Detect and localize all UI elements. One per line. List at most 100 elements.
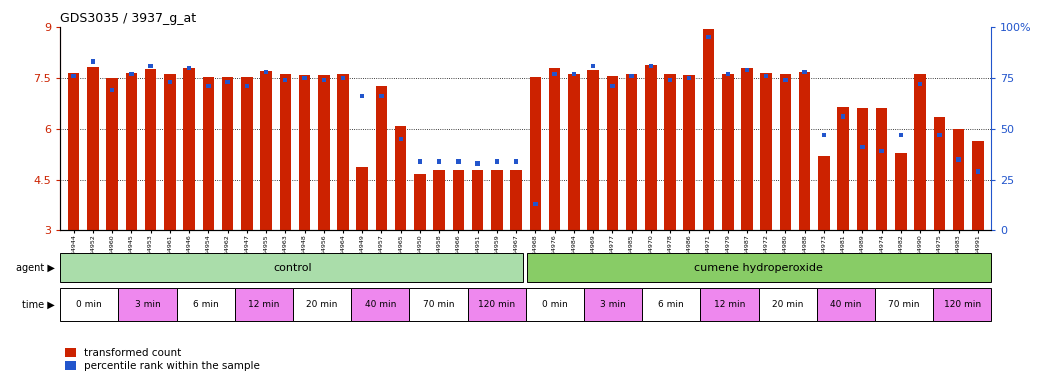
Bar <box>937 133 941 137</box>
Bar <box>972 141 984 230</box>
Bar <box>784 78 788 82</box>
Bar <box>457 159 461 164</box>
Bar <box>591 63 595 68</box>
Text: 0 min: 0 min <box>542 300 568 309</box>
Bar <box>472 170 484 230</box>
Bar <box>261 71 272 230</box>
Bar <box>703 29 714 230</box>
Bar <box>534 202 538 206</box>
Bar <box>525 288 584 321</box>
Bar <box>572 72 576 76</box>
Bar <box>168 80 172 84</box>
Bar <box>802 70 807 74</box>
Bar <box>643 288 701 321</box>
Text: 6 min: 6 min <box>193 300 219 309</box>
Bar <box>861 145 865 149</box>
Bar <box>818 156 829 230</box>
Bar <box>399 137 403 141</box>
Bar <box>356 167 368 230</box>
Bar <box>106 78 118 230</box>
Bar <box>514 159 518 164</box>
Text: control: control <box>274 263 312 273</box>
Bar <box>184 68 195 230</box>
Text: 12 min: 12 min <box>714 300 745 309</box>
Bar <box>526 253 991 282</box>
Bar <box>914 74 926 230</box>
Text: 70 min: 70 min <box>889 300 920 309</box>
Bar <box>667 78 673 82</box>
Bar <box>453 170 464 230</box>
Text: 40 min: 40 min <box>830 300 862 309</box>
Bar <box>340 76 346 80</box>
Bar <box>841 114 845 119</box>
Bar <box>235 288 293 321</box>
Bar <box>299 75 310 230</box>
Bar <box>207 84 211 88</box>
Bar <box>706 35 711 40</box>
Bar <box>780 74 791 230</box>
Bar <box>176 288 235 321</box>
Bar <box>126 73 137 230</box>
Bar <box>264 70 268 74</box>
Bar <box>606 76 618 230</box>
Bar <box>417 159 422 164</box>
Bar <box>118 288 176 321</box>
Bar <box>726 72 730 76</box>
Bar <box>549 68 561 230</box>
Bar <box>649 63 653 68</box>
Bar <box>876 108 887 230</box>
Text: cumene hydroperoxide: cumene hydroperoxide <box>694 263 823 273</box>
Text: time ▶: time ▶ <box>22 299 55 310</box>
Bar <box>822 133 826 137</box>
Bar <box>817 288 875 321</box>
Bar <box>956 157 961 162</box>
Bar <box>701 288 759 321</box>
Text: 3 min: 3 min <box>135 300 160 309</box>
Bar <box>60 288 118 321</box>
Text: 20 min: 20 min <box>306 300 337 309</box>
Bar <box>67 73 80 230</box>
Bar <box>664 74 676 230</box>
Bar <box>351 288 409 321</box>
Bar <box>918 82 923 86</box>
Text: 120 min: 120 min <box>479 300 515 309</box>
Bar <box>379 94 384 98</box>
Bar <box>87 67 99 230</box>
Bar <box>683 75 695 230</box>
Text: agent ▶: agent ▶ <box>17 263 55 273</box>
Bar <box>764 74 768 78</box>
Bar <box>626 74 637 230</box>
Bar <box>879 149 883 153</box>
Bar <box>245 84 249 88</box>
Bar <box>202 77 214 230</box>
Bar <box>761 73 772 230</box>
Bar <box>148 63 153 68</box>
Text: 0 min: 0 min <box>77 300 102 309</box>
Bar <box>90 60 95 64</box>
Bar <box>838 107 849 230</box>
Bar <box>687 76 691 80</box>
Bar <box>899 133 903 137</box>
Text: 3 min: 3 min <box>600 300 626 309</box>
Bar <box>145 69 157 230</box>
Bar <box>322 78 326 82</box>
Bar <box>376 86 387 230</box>
Bar <box>414 174 426 230</box>
Bar <box>187 66 191 70</box>
Bar <box>511 170 522 230</box>
Bar <box>283 78 288 82</box>
Bar <box>976 169 980 174</box>
Bar <box>110 88 114 92</box>
Text: 40 min: 40 min <box>364 300 395 309</box>
Bar <box>856 108 868 230</box>
Bar <box>529 77 541 230</box>
Bar <box>552 72 556 76</box>
Bar <box>222 77 234 230</box>
Bar <box>129 72 134 76</box>
Bar <box>568 74 579 230</box>
Text: 70 min: 70 min <box>422 300 455 309</box>
Bar <box>933 288 991 321</box>
Bar <box>293 288 351 321</box>
Bar <box>745 68 749 72</box>
Bar <box>741 68 753 230</box>
